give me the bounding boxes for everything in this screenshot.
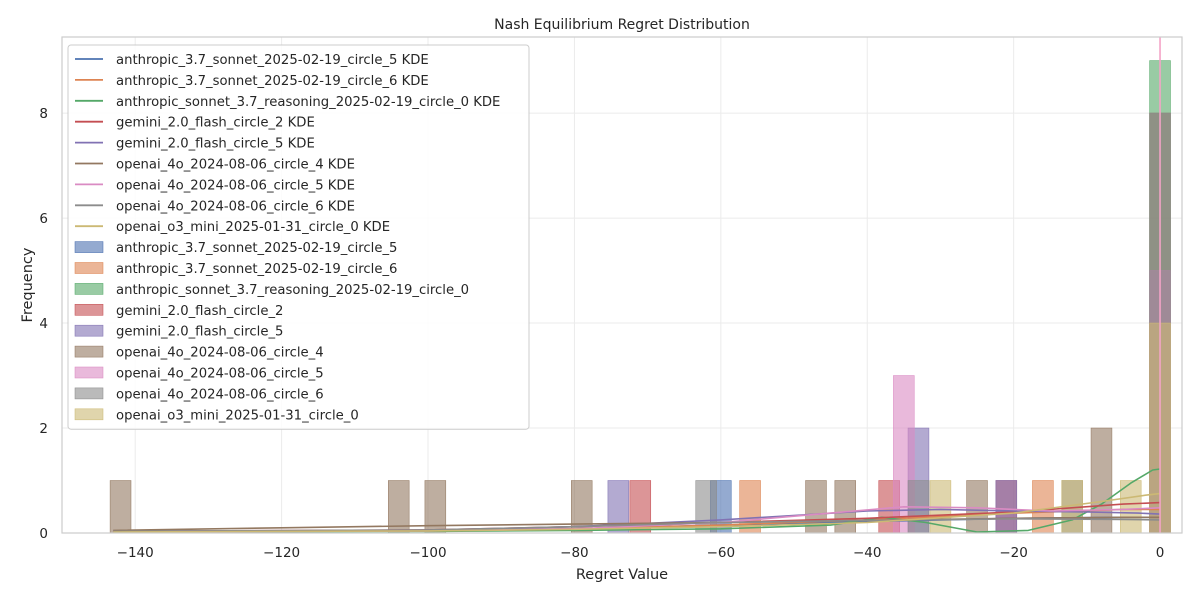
legend-entry-label: gemini_2.0_flash_circle_5 KDE	[116, 137, 315, 152]
kde-line-8	[113, 517, 1161, 533]
x-tick-label: −140	[117, 545, 154, 561]
histogram-bar-6	[966, 480, 988, 534]
histogram-bar-6	[109, 480, 132, 534]
legend-patch-swatch	[74, 366, 104, 379]
legend-patch-swatch	[74, 408, 104, 421]
y-tick-label: 2	[39, 421, 48, 437]
y-tick-label: 0	[39, 526, 48, 542]
histogram-bar-6	[388, 480, 410, 534]
legend-patch-swatch	[74, 262, 104, 274]
legend-patch-swatch	[74, 303, 104, 316]
histogram-bar-6	[834, 480, 856, 534]
x-tick-label: −120	[263, 545, 300, 561]
histogram-bar-5	[995, 480, 1018, 534]
legend-entry-label: anthropic_sonnet_3.7_reasoning_2025-02-1…	[116, 283, 469, 298]
legend-patch-swatch	[74, 283, 104, 295]
x-axis-label: Regret Value	[576, 567, 668, 583]
kde-line-3	[113, 468, 1161, 533]
legend-patch-swatch	[74, 241, 104, 253]
legend-box	[67, 44, 530, 430]
chart-title: Nash Equilibrium Regret Distribution	[494, 17, 750, 33]
y-tick-label: 6	[39, 211, 48, 227]
legend-entry-label: openai_o3_mini_2025-01-31_circle_0 KDE	[116, 220, 390, 235]
legend-entry-label: openai_4o_2024-08-06_circle_6	[116, 387, 324, 402]
x-tick-label: −60	[707, 545, 736, 561]
legend: anthropic_3.7_sonnet_2025-02-19_circle_5…	[67, 44, 530, 430]
y-axis-label: Frequency	[20, 247, 36, 322]
legend-patch-swatch	[74, 324, 104, 337]
legend-entry-label: openai_4o_2024-08-06_circle_6 KDE	[116, 199, 355, 214]
legend-entry-label: openai_o3_mini_2025-01-31_circle_0	[116, 408, 359, 423]
x-tick-label: 0	[1156, 545, 1165, 561]
x-tick-label: −40	[853, 545, 882, 561]
legend-entry-label: anthropic_sonnet_3.7_reasoning_2025-02-1…	[116, 95, 500, 110]
x-tick-label: −80	[560, 545, 589, 561]
x-tick-label: −20	[999, 545, 1028, 561]
legend-entry-label: openai_4o_2024-08-06_circle_4	[116, 346, 324, 361]
kde-layer	[113, 468, 1161, 533]
x-tick-label: −100	[409, 545, 446, 561]
axes-layer: −140 −120 −100 −80 −60 −40 −20 0 0 2 4 6 8	[39, 106, 1164, 561]
legend-entry-label: openai_4o_2024-08-06_circle_5	[116, 367, 324, 382]
legend-patch-swatch	[74, 387, 104, 400]
legend-entry-label: anthropic_3.7_sonnet_2025-02-19_circle_5	[116, 241, 397, 256]
legend-entry-label: anthropic_3.7_sonnet_2025-02-19_circle_6	[116, 262, 397, 277]
legend-entry-label: anthropic_3.7_sonnet_2025-02-19_circle_5…	[116, 53, 429, 68]
kde-line-9	[113, 492, 1161, 533]
legend-entry-label: gemini_2.0_flash_circle_2	[116, 304, 283, 319]
legend-patch-swatch	[74, 345, 104, 358]
y-tick-label: 4	[39, 316, 48, 332]
legend-entry-label: openai_4o_2024-08-06_circle_5 KDE	[116, 178, 355, 193]
legend-entry-label: gemini_2.0_flash_circle_5	[116, 325, 283, 340]
legend-entry-label: gemini_2.0_flash_circle_2 KDE	[116, 116, 315, 131]
plot-frame	[61, 36, 1183, 534]
legend-entry-label: openai_4o_2024-08-06_circle_4 KDE	[116, 158, 355, 173]
legend-entry-label: anthropic_3.7_sonnet_2025-02-19_circle_6…	[116, 74, 429, 89]
y-tick-label: 8	[39, 106, 48, 122]
histogram-bar-6	[571, 480, 593, 534]
